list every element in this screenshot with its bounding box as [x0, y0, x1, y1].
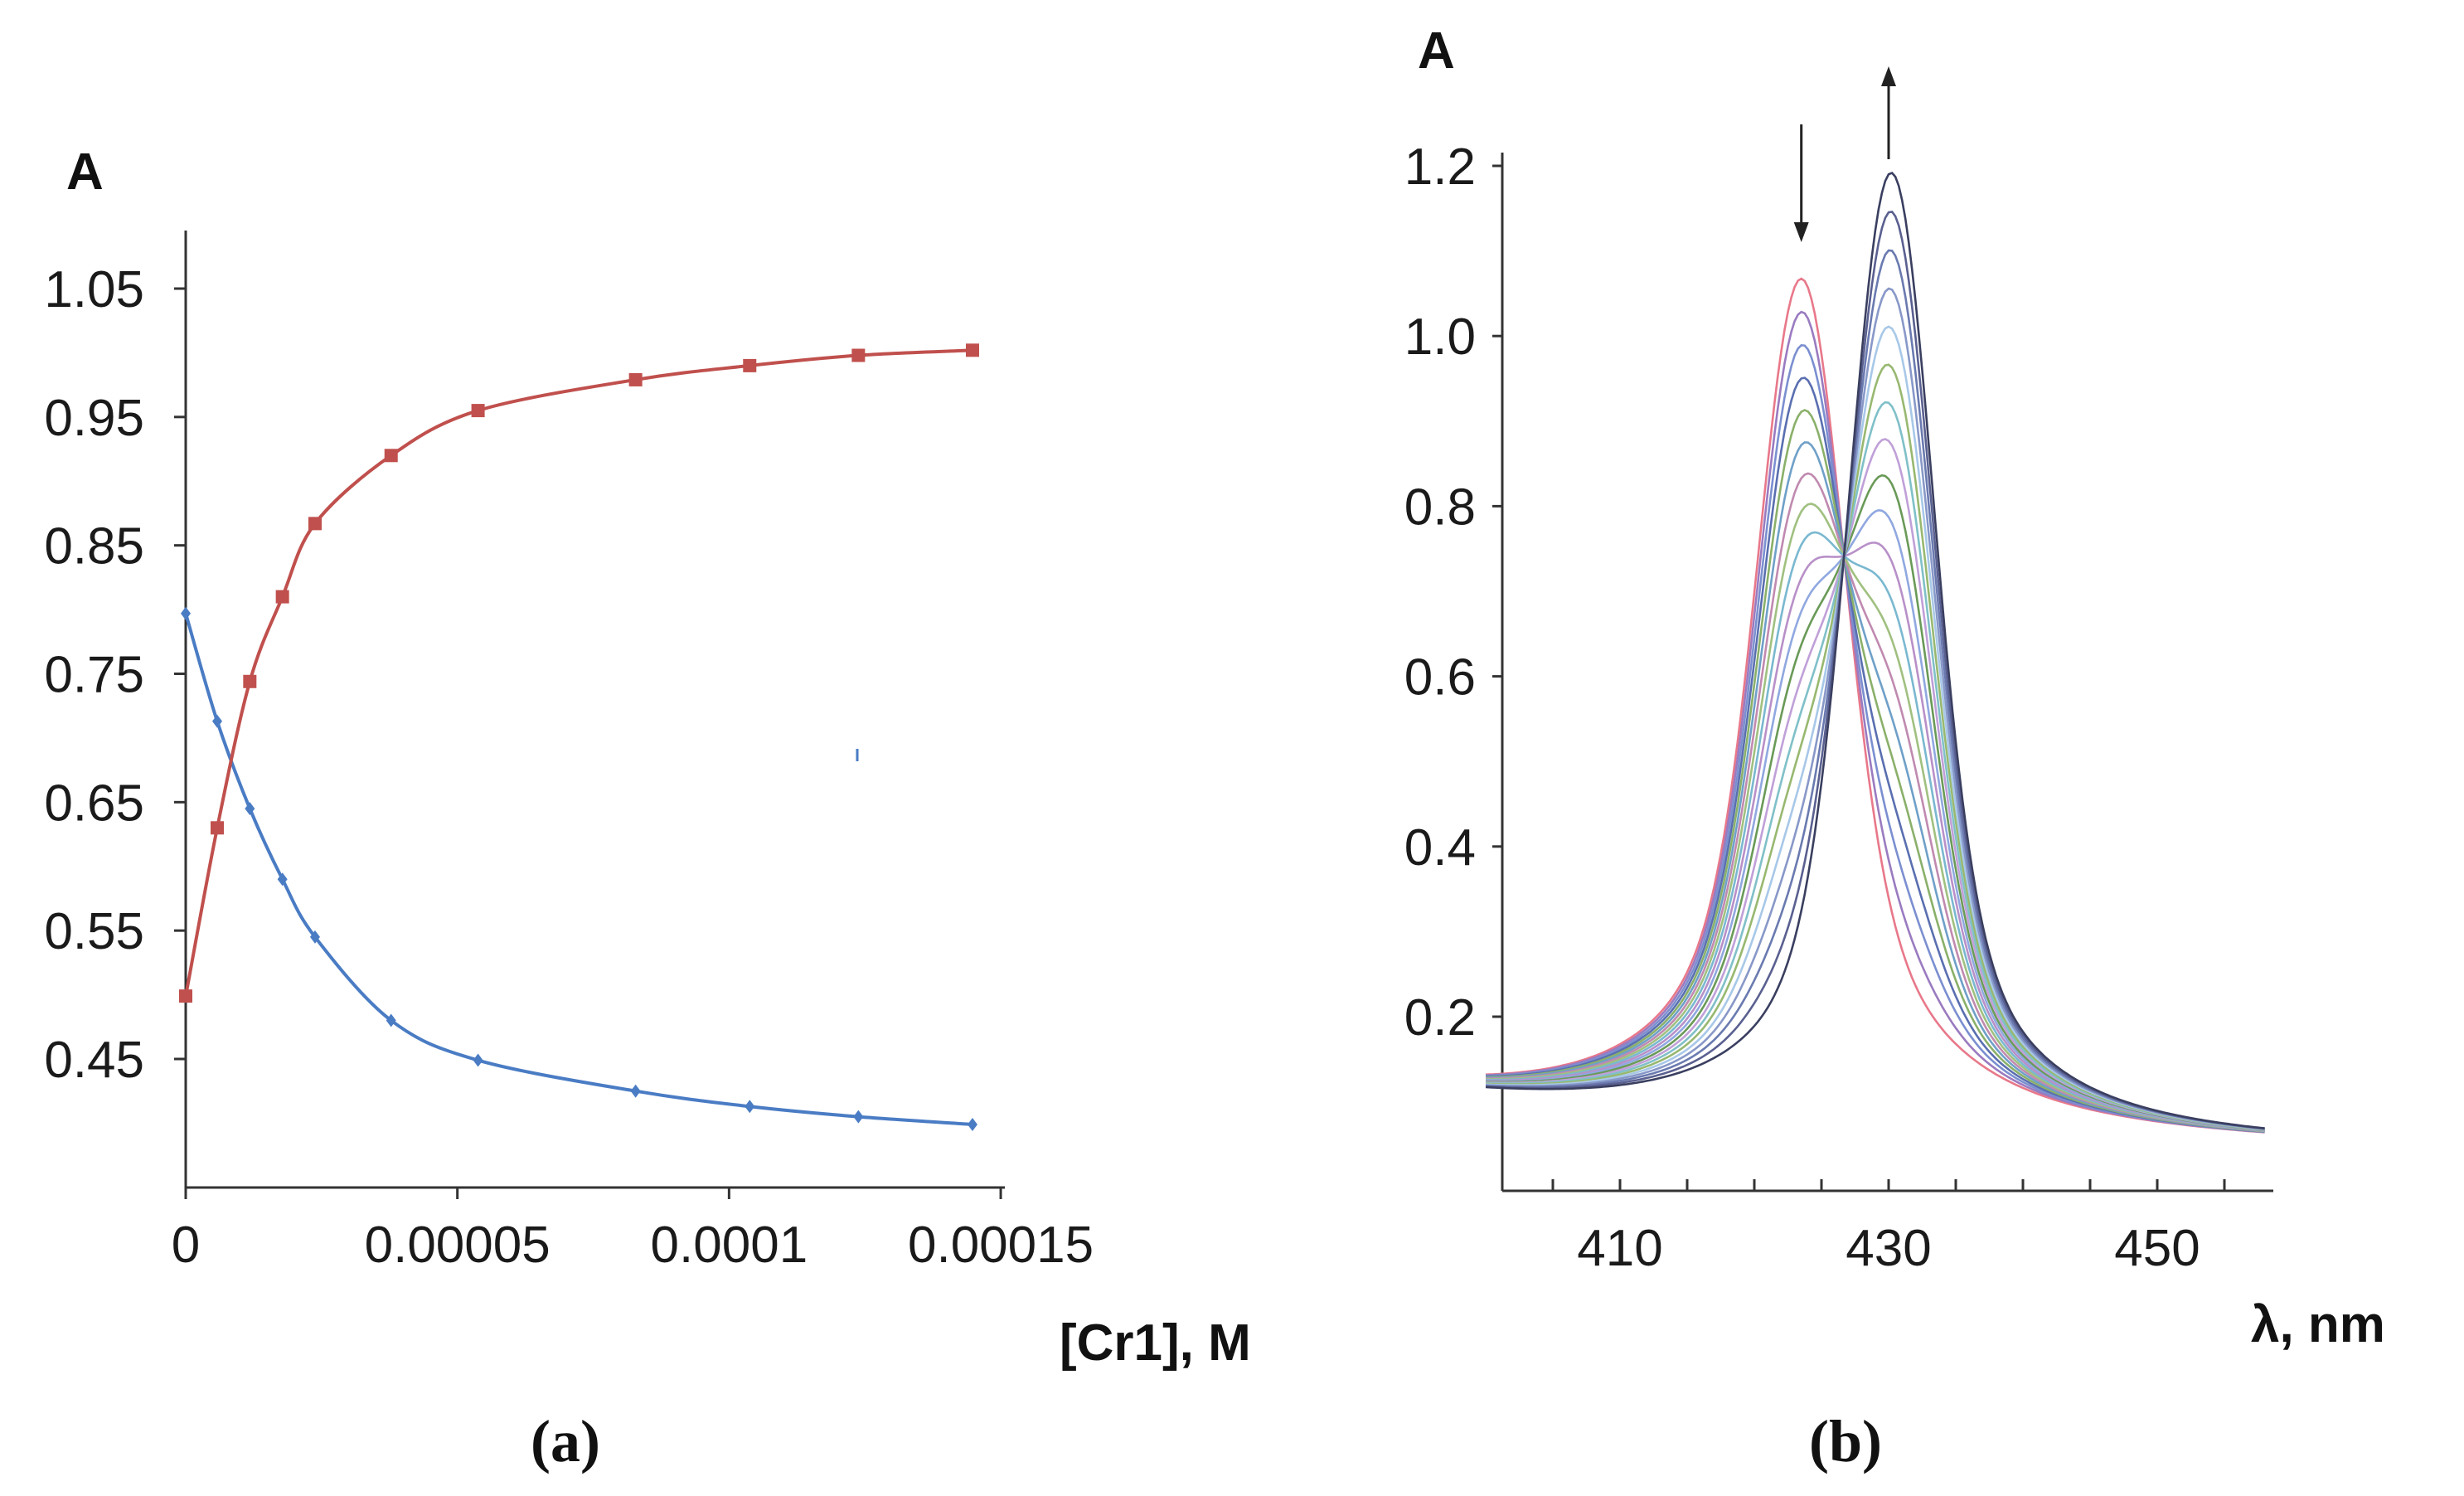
chart-a-point-increasing: [275, 590, 289, 604]
panel-label-text: (b): [1809, 1408, 1882, 1474]
chart-a-point-decreasing: [386, 1013, 396, 1027]
chart-a-xtick-label: 0.00005: [365, 1217, 551, 1274]
chart-b-ytick-label: 0.4: [1404, 819, 1476, 877]
chart-a-point-increasing: [308, 517, 322, 531]
chart-a-xtick-label: 0: [172, 1217, 200, 1274]
chart-b-xlabel: λ, nm: [2251, 1296, 2385, 1353]
chart-a-ytick-label: 0.75: [44, 647, 144, 704]
chart-a-point-decreasing: [277, 872, 288, 886]
chart-a-point-increasing: [384, 449, 398, 463]
chart-a-ylabel: A: [66, 143, 104, 201]
chart-a-ytick-label: 0.95: [44, 390, 144, 447]
chart-a-point-increasing: [243, 674, 257, 688]
panel-label-a: (a): [531, 1408, 600, 1474]
chart-b-spectrum-line: [1485, 409, 2265, 1133]
chart-b-ytick-label: 1.0: [1404, 308, 1476, 366]
chart-a-series-line-decreasing: [184, 613, 973, 1126]
chart-b-ytick-label: 0.6: [1404, 649, 1476, 707]
chart-b-spectrum-line: [1485, 343, 2265, 1134]
chart-a-point-decreasing: [853, 1110, 864, 1124]
chart-b-ylabel: A: [1418, 22, 1455, 80]
chart-a-point-decreasing: [967, 1117, 977, 1131]
chart-a-ytick-label: 0.55: [44, 903, 144, 960]
chart-a-ytick-label: 0.85: [44, 518, 144, 576]
chart-a-ytick-label: 0.65: [44, 775, 144, 832]
chart-a-point-increasing: [851, 348, 866, 362]
chart-b-ytick-label: 0.2: [1404, 989, 1476, 1047]
chart-a: A 0.45 0.55 0.65 0.75 0.85 0.95 1.05 0 0.00005 0.…: [44, 143, 1250, 1372]
chart-a-point-increasing: [965, 343, 979, 357]
chart-a-point-increasing: [179, 989, 192, 1003]
chart-a-xtick-label: 0.0001: [651, 1217, 808, 1274]
chart-b-spectrum-line: [1485, 249, 2265, 1130]
chart-b-arrowhead-down: [1793, 222, 1809, 242]
chart-b-spectrum-line: [1486, 472, 2265, 1133]
chart-b-xtick-label: 430: [1846, 1220, 1931, 1277]
chart-a-point-decreasing: [212, 714, 223, 728]
chart-a-point-increasing: [471, 404, 485, 418]
chart-a-point-decreasing: [745, 1100, 755, 1114]
chart-a-point-increasing: [628, 372, 643, 386]
chart-a-point-decreasing: [473, 1053, 483, 1067]
panel-label-b: (b): [1809, 1408, 1882, 1474]
chart-b-spectrum-line: [1485, 277, 2265, 1134]
chart-a-ytick-label: 1.05: [44, 261, 144, 318]
chart-b-xtick-label: 410: [1577, 1220, 1662, 1277]
chart-b-spectrum-line: [1485, 376, 2265, 1133]
panel-label-text: (a): [531, 1408, 600, 1474]
chart-a-point-decreasing: [630, 1084, 641, 1098]
chart-b-spectrum-line: [1485, 310, 2265, 1134]
chart-a-series-line-increasing: [184, 348, 973, 997]
chart-a-point-decreasing: [245, 802, 255, 816]
chart-a-point-decreasing: [181, 606, 191, 620]
chart-b-xtick-label: 450: [2114, 1220, 2200, 1277]
chart-b: A 0.2 0.4 0.6 0.8 1.0 1.2 410 430 450 λ, nm: [1404, 22, 2385, 1353]
chart-b-ytick-label: 1.2: [1404, 138, 1476, 196]
chart-a-point-decreasing: [309, 930, 320, 944]
chart-b-spectrum-line: [1485, 287, 2265, 1130]
chart-a-point-increasing: [743, 358, 757, 372]
chart-a-xlabel: [Cr1], M: [1060, 1314, 1251, 1372]
chart-a-point-increasing: [211, 821, 225, 835]
chart-b-arrowhead-up: [1881, 66, 1896, 86]
chart-a-ytick-label: 0.45: [44, 1032, 144, 1089]
chart-b-spectrum-line: [1486, 531, 2265, 1132]
chart-b-ytick-label: 0.8: [1404, 478, 1476, 536]
chart-a-xtick-label: 0.00015: [908, 1217, 1094, 1274]
chart-b-spectrum-line: [1486, 542, 2265, 1132]
chart-b-spectrum-line: [1485, 171, 2265, 1129]
